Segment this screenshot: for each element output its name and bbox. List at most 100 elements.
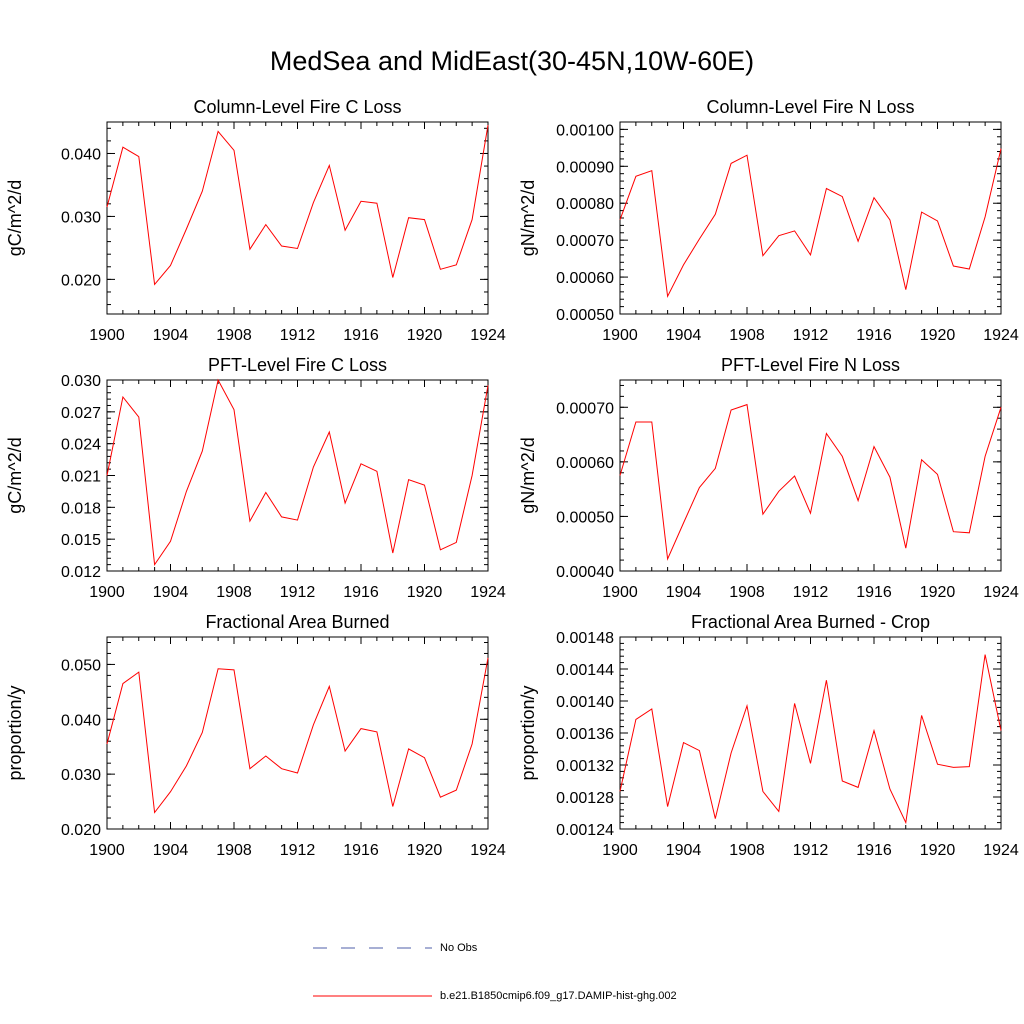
x-tick-label: 1920 [920, 842, 956, 859]
panel-title: Fractional Area Burned [205, 612, 389, 632]
series-line [619, 148, 1002, 298]
y-tick-label: 0.00144 [556, 662, 614, 679]
x-tick-label: 1900 [89, 327, 125, 344]
y-tick-label: 0.050 [61, 657, 101, 674]
y-tick-label: 0.012 [61, 564, 101, 581]
x-tick-label: 1912 [280, 327, 316, 344]
x-tick-label: 1916 [856, 327, 892, 344]
y-tick-label: 0.021 [61, 469, 101, 486]
x-tick-label: 1920 [407, 327, 443, 344]
panel-title: PFT-Level Fire N Loss [721, 355, 900, 375]
x-tick-label: 1908 [216, 842, 252, 859]
panel-title: PFT-Level Fire C Loss [208, 355, 387, 375]
x-tick-label: 1904 [153, 584, 189, 601]
plot-frame [106, 379, 489, 572]
plot-frame [106, 121, 489, 315]
x-tick-label: 1924 [983, 327, 1019, 344]
y-tick-label: 0.00080 [556, 196, 614, 213]
y-tick-label: 0.040 [61, 146, 101, 163]
series-line [106, 125, 489, 286]
x-tick-label: 1900 [89, 842, 125, 859]
x-tick-label: 1904 [666, 327, 702, 344]
page-title: MedSea and MidEast(30-45N,10W-60E) [269, 46, 755, 76]
y-axis-label: gN/m^2/d [518, 437, 538, 513]
x-tick-label: 1924 [470, 584, 506, 601]
x-tick-label: 1904 [153, 842, 189, 859]
x-tick-label: 1916 [856, 584, 892, 601]
x-tick-label: 1908 [729, 842, 765, 859]
x-tick-label: 1920 [920, 327, 956, 344]
y-axis-label: gC/m^2/d [5, 180, 25, 256]
chart-panel-4: 1900 1904 1908 1912 1916 1920 1924 0.00040 0.000… [518, 355, 1019, 601]
y-tick-label: 0.00050 [556, 307, 614, 324]
y-tick-label: 0.030 [61, 209, 101, 226]
chart-panel-6: 1900 1904 1908 1912 1916 1920 1924 0.00124 0.001… [518, 612, 1019, 859]
x-tick-label: 1900 [602, 584, 638, 601]
chart-panel-3: 1900 1904 1908 1912 1916 1920 1924 0.012 0.015 0.… [5, 355, 506, 601]
chart-panel-2: 1900 1904 1908 1912 1916 1920 1924 0.00050 0.000… [518, 97, 1019, 344]
x-tick-label: 1924 [470, 842, 506, 859]
x-tick-label: 1912 [280, 584, 316, 601]
y-tick-label: 0.00060 [556, 270, 614, 287]
y-tick-label: 0.00140 [556, 694, 614, 711]
x-tick-label: 1908 [729, 584, 765, 601]
series-line [619, 654, 1002, 825]
x-tick-label: 1920 [407, 584, 443, 601]
series-line [106, 657, 489, 814]
y-tick-label: 0.040 [61, 712, 101, 729]
x-tick-label: 1900 [602, 842, 638, 859]
y-tick-label: 0.030 [61, 373, 101, 390]
y-tick-label: 0.00050 [556, 509, 614, 526]
panel-title: Column-Level Fire N Loss [706, 97, 914, 117]
x-tick-label: 1912 [793, 842, 829, 859]
y-tick-label: 0.020 [61, 272, 101, 289]
x-tick-label: 1920 [920, 584, 956, 601]
y-axis-label: proportion/y [5, 685, 25, 780]
x-tick-label: 1924 [983, 842, 1019, 859]
x-tick-label: 1900 [602, 327, 638, 344]
x-tick-label: 1912 [793, 584, 829, 601]
y-tick-label: 0.020 [61, 822, 101, 839]
y-tick-label: 0.00100 [556, 122, 614, 139]
x-tick-label: 1900 [89, 584, 125, 601]
y-tick-label: 0.027 [61, 405, 101, 422]
x-tick-label: 1904 [153, 327, 189, 344]
y-tick-label: 0.00148 [556, 630, 614, 647]
y-tick-label: 0.024 [61, 437, 101, 454]
y-tick-label: 0.015 [61, 532, 101, 549]
y-tick-label: 0.00136 [556, 726, 614, 743]
chart-panel-5: 1900 1904 1908 1912 1916 1920 1924 0.020 0.030 0.… [5, 612, 506, 859]
x-tick-label: 1920 [407, 842, 443, 859]
x-tick-label: 1912 [280, 842, 316, 859]
y-tick-label: 0.00124 [556, 822, 614, 839]
plot-frame [619, 379, 1002, 572]
x-tick-label: 1924 [470, 327, 506, 344]
y-tick-label: 0.030 [61, 767, 101, 784]
plot-frame [619, 636, 1002, 830]
x-tick-label: 1916 [343, 584, 379, 601]
y-tick-label: 0.00060 [556, 455, 614, 472]
x-tick-label: 1908 [216, 327, 252, 344]
chart-panel-1: 1900 1904 1908 1912 1916 1920 1924 0.020 0.030 0.… [5, 97, 506, 344]
y-tick-label: 0.00040 [556, 564, 614, 581]
x-tick-label: 1916 [343, 842, 379, 859]
y-tick-label: 0.00090 [556, 159, 614, 176]
panel-title: Fractional Area Burned - Crop [691, 612, 930, 632]
y-axis-label: gN/m^2/d [518, 180, 538, 256]
x-tick-label: 1904 [666, 584, 702, 601]
x-tick-label: 1916 [856, 842, 892, 859]
x-tick-label: 1904 [666, 842, 702, 859]
panel-title: Column-Level Fire C Loss [193, 97, 401, 117]
y-tick-label: 0.00132 [556, 758, 614, 775]
y-tick-label: 0.00070 [556, 233, 614, 250]
y-tick-label: 0.00128 [556, 790, 614, 807]
plot-frame [619, 121, 1002, 315]
y-axis-label: proportion/y [518, 685, 538, 780]
x-tick-label: 1908 [729, 327, 765, 344]
y-tick-label: 0.00070 [556, 400, 614, 417]
y-tick-label: 0.018 [61, 500, 101, 517]
x-tick-label: 1924 [983, 584, 1019, 601]
series-line [619, 403, 1002, 561]
x-tick-label: 1908 [216, 584, 252, 601]
